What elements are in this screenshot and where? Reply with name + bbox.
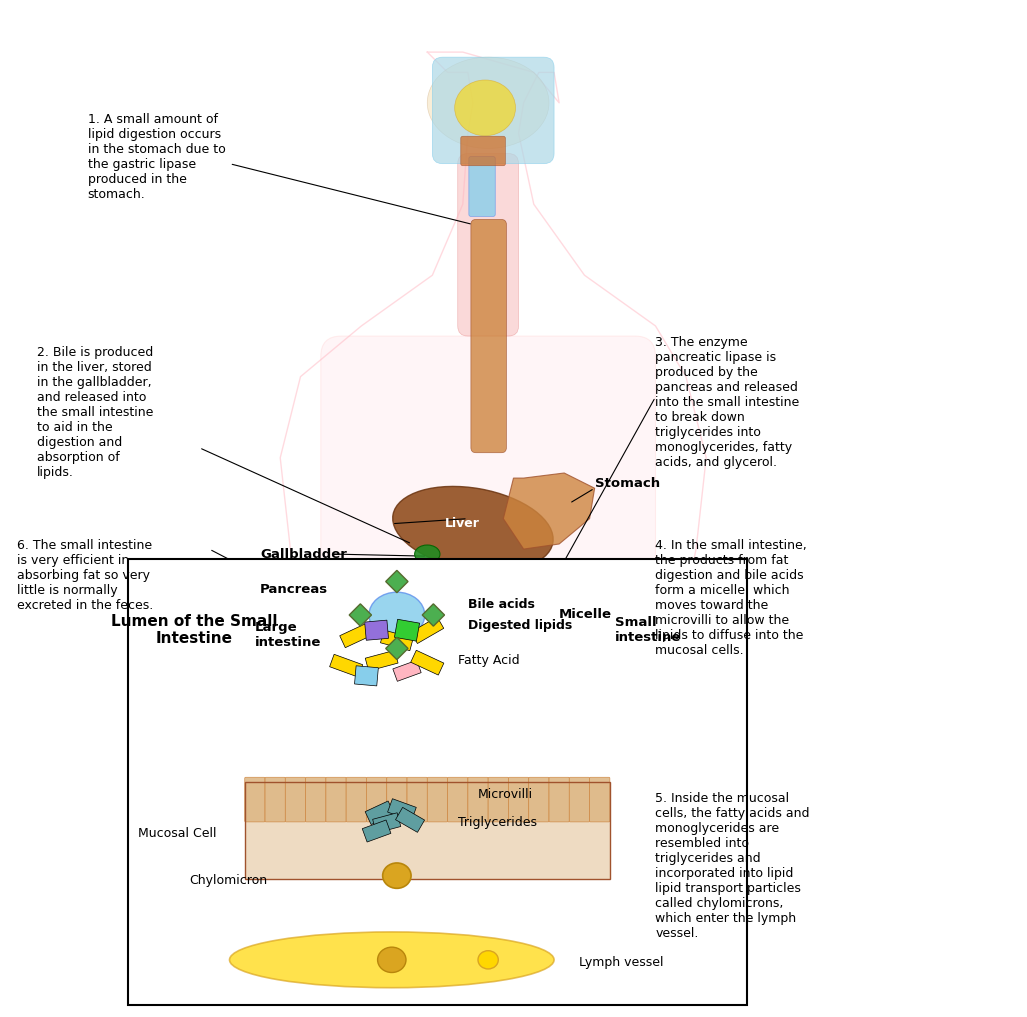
Polygon shape [349, 604, 372, 626]
FancyBboxPatch shape [508, 777, 529, 822]
Text: Small
intestine: Small intestine [615, 616, 681, 644]
Text: Bile acids: Bile acids [468, 598, 535, 611]
FancyBboxPatch shape [469, 157, 495, 217]
Text: Digested lipids: Digested lipids [468, 618, 572, 632]
Polygon shape [380, 631, 413, 651]
Polygon shape [386, 638, 408, 660]
Text: Fatty Acid: Fatty Acid [458, 654, 520, 667]
Text: Triglycerides: Triglycerides [458, 817, 537, 830]
Polygon shape [331, 580, 595, 802]
FancyBboxPatch shape [589, 777, 610, 822]
Text: Mucosal Cell: Mucosal Cell [139, 827, 217, 840]
Polygon shape [395, 807, 424, 832]
Text: Pancreas: Pancreas [260, 583, 328, 596]
Polygon shape [503, 473, 595, 549]
Text: Chylomicron: Chylomicron [189, 875, 267, 887]
FancyBboxPatch shape [320, 336, 655, 782]
Ellipse shape [392, 486, 554, 572]
FancyBboxPatch shape [471, 220, 506, 453]
FancyBboxPatch shape [244, 782, 610, 879]
Text: Microvilli: Microvilli [478, 788, 533, 801]
Polygon shape [422, 604, 445, 626]
Polygon shape [365, 620, 388, 641]
FancyBboxPatch shape [488, 777, 508, 822]
Text: Large
intestine: Large intestine [255, 621, 321, 649]
Text: Liver: Liver [446, 518, 481, 530]
FancyBboxPatch shape [326, 777, 346, 822]
FancyBboxPatch shape [265, 777, 286, 822]
Polygon shape [330, 654, 363, 677]
Ellipse shape [229, 932, 555, 988]
Polygon shape [366, 650, 398, 671]
Polygon shape [393, 660, 421, 681]
Polygon shape [386, 571, 408, 593]
Bar [244, 782, 610, 879]
Text: 5. Inside the mucosal
cells, the fatty acids and
monoglycerides are
resembled in: 5. Inside the mucosal cells, the fatty a… [655, 792, 810, 941]
FancyBboxPatch shape [529, 777, 549, 822]
FancyBboxPatch shape [386, 563, 489, 598]
Polygon shape [394, 619, 420, 641]
Polygon shape [387, 798, 416, 821]
Text: 2. Bile is produced
in the liver, stored
in the gallbladder,
and released into
t: 2. Bile is produced in the liver, stored… [37, 346, 153, 479]
FancyBboxPatch shape [468, 777, 488, 822]
Text: 4. In the small intestine,
the products from fat
digestion and bile acids
form a: 4. In the small intestine, the products … [655, 539, 807, 657]
FancyBboxPatch shape [387, 777, 407, 822]
FancyBboxPatch shape [407, 777, 427, 822]
FancyBboxPatch shape [244, 777, 265, 822]
Ellipse shape [415, 545, 440, 563]
FancyBboxPatch shape [306, 777, 326, 822]
Polygon shape [366, 801, 394, 825]
Text: Lumen of the Small
Intestine: Lumen of the Small Intestine [111, 614, 277, 647]
Bar [128, 559, 747, 1006]
FancyBboxPatch shape [286, 777, 306, 822]
FancyBboxPatch shape [432, 57, 555, 164]
Ellipse shape [378, 947, 406, 972]
Polygon shape [411, 650, 444, 675]
Text: 6. The small intestine
is very efficient in
absorbing fat so very
little is norm: 6. The small intestine is very efficient… [16, 539, 153, 612]
Polygon shape [411, 617, 444, 644]
FancyBboxPatch shape [448, 777, 468, 822]
Ellipse shape [455, 80, 516, 136]
Polygon shape [363, 820, 391, 842]
FancyBboxPatch shape [569, 777, 589, 822]
FancyBboxPatch shape [367, 777, 387, 822]
FancyBboxPatch shape [427, 777, 448, 822]
Ellipse shape [412, 600, 564, 782]
Text: 1. A small amount of
lipid digestion occurs
in the stomach due to
the gastric li: 1. A small amount of lipid digestion occ… [87, 113, 225, 201]
FancyBboxPatch shape [472, 754, 503, 816]
Ellipse shape [478, 951, 498, 969]
Text: 3. The enzyme
pancreatic lipase is
produced by the
pancreas and released
into th: 3. The enzyme pancreatic lipase is produ… [655, 336, 800, 469]
Ellipse shape [383, 863, 411, 888]
FancyBboxPatch shape [549, 777, 569, 822]
FancyBboxPatch shape [461, 136, 505, 166]
Text: Stomach: Stomach [595, 477, 659, 489]
Text: Gallbladder: Gallbladder [260, 547, 347, 560]
FancyBboxPatch shape [346, 777, 367, 822]
Polygon shape [340, 622, 373, 648]
Bar [470, 681, 498, 716]
Ellipse shape [369, 592, 425, 638]
FancyBboxPatch shape [458, 154, 519, 336]
Polygon shape [354, 666, 378, 685]
Text: Micelle: Micelle [559, 608, 612, 621]
Text: Lymph vessel: Lymph vessel [579, 956, 663, 969]
Ellipse shape [427, 57, 549, 148]
FancyBboxPatch shape [430, 778, 443, 804]
Polygon shape [373, 813, 401, 833]
